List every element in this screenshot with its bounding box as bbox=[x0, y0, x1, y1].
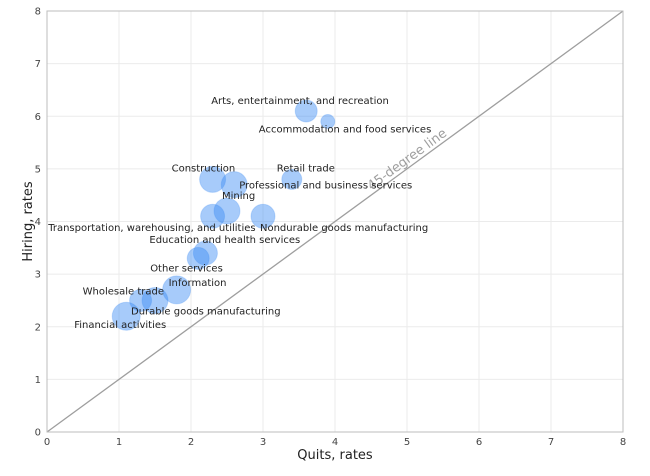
bubble bbox=[320, 114, 336, 130]
x-tick-label: 4 bbox=[332, 437, 338, 448]
y-tick-label: 7 bbox=[35, 59, 41, 70]
point-label: Accommodation and food services bbox=[259, 125, 432, 136]
bubble bbox=[162, 275, 192, 305]
x-tick-label: 7 bbox=[548, 437, 554, 448]
bubble bbox=[141, 286, 169, 314]
point-label: Financial activities bbox=[74, 320, 166, 331]
x-axis-title: Quits, rates bbox=[297, 448, 373, 463]
y-tick-label: 8 bbox=[35, 7, 41, 18]
bubble bbox=[281, 168, 303, 190]
bubble bbox=[294, 99, 318, 123]
point-label: Transportation, warehousing, and utiliti… bbox=[47, 223, 255, 234]
point-labels: Arts, entertainment, and recreation Accom… bbox=[47, 96, 431, 331]
y-tick-label: 3 bbox=[35, 270, 41, 281]
point-label: Education and health services bbox=[149, 235, 300, 246]
x-tick-label: 0 bbox=[44, 437, 50, 448]
bubble bbox=[186, 246, 210, 270]
bubble bbox=[111, 301, 141, 331]
x-tick-label: 3 bbox=[260, 437, 266, 448]
x-tick-label: 1 bbox=[116, 437, 122, 448]
bubble bbox=[129, 288, 153, 312]
point-label: Arts, entertainment, and recreation bbox=[211, 96, 389, 107]
point-label: Information bbox=[169, 278, 227, 289]
y-tick-label: 6 bbox=[35, 112, 41, 123]
point-label: Construction bbox=[172, 163, 236, 174]
point-label: Professional and business services bbox=[239, 181, 412, 192]
plot-frame bbox=[46, 10, 624, 433]
bubble bbox=[199, 165, 227, 193]
reference-line bbox=[46, 10, 624, 433]
bubble bbox=[192, 240, 218, 266]
point-label: Mining bbox=[222, 191, 255, 202]
bubble bbox=[213, 197, 241, 225]
point-label: Other services bbox=[150, 263, 223, 274]
point-label: Retail trade bbox=[277, 163, 335, 174]
y-axis-title: Hiring, rates bbox=[21, 181, 36, 262]
y-tick-label: 4 bbox=[35, 217, 41, 228]
x-tick-label: 8 bbox=[620, 437, 626, 448]
y-tick-label: 1 bbox=[35, 375, 41, 386]
point-label: Nondurable goods manufacturing bbox=[260, 223, 428, 234]
y-tick-label: 2 bbox=[35, 322, 41, 333]
bubble bbox=[200, 203, 226, 229]
y-tick-label: 5 bbox=[35, 164, 41, 175]
ticks: 0 1 2 3 4 5 6 7 8 0 1 2 3 4 5 6 7 8 bbox=[35, 7, 627, 449]
bubble bbox=[220, 171, 248, 199]
bubbles bbox=[111, 99, 336, 331]
bubble bbox=[250, 203, 276, 229]
point-label: Wholesale trade bbox=[83, 286, 164, 297]
x-tick-label: 2 bbox=[188, 437, 194, 448]
x-tick-label: 6 bbox=[476, 437, 482, 448]
point-label: Durable goods manufacturing bbox=[131, 306, 281, 317]
y-tick-label: 0 bbox=[35, 428, 41, 439]
x-tick-label: 5 bbox=[404, 437, 410, 448]
